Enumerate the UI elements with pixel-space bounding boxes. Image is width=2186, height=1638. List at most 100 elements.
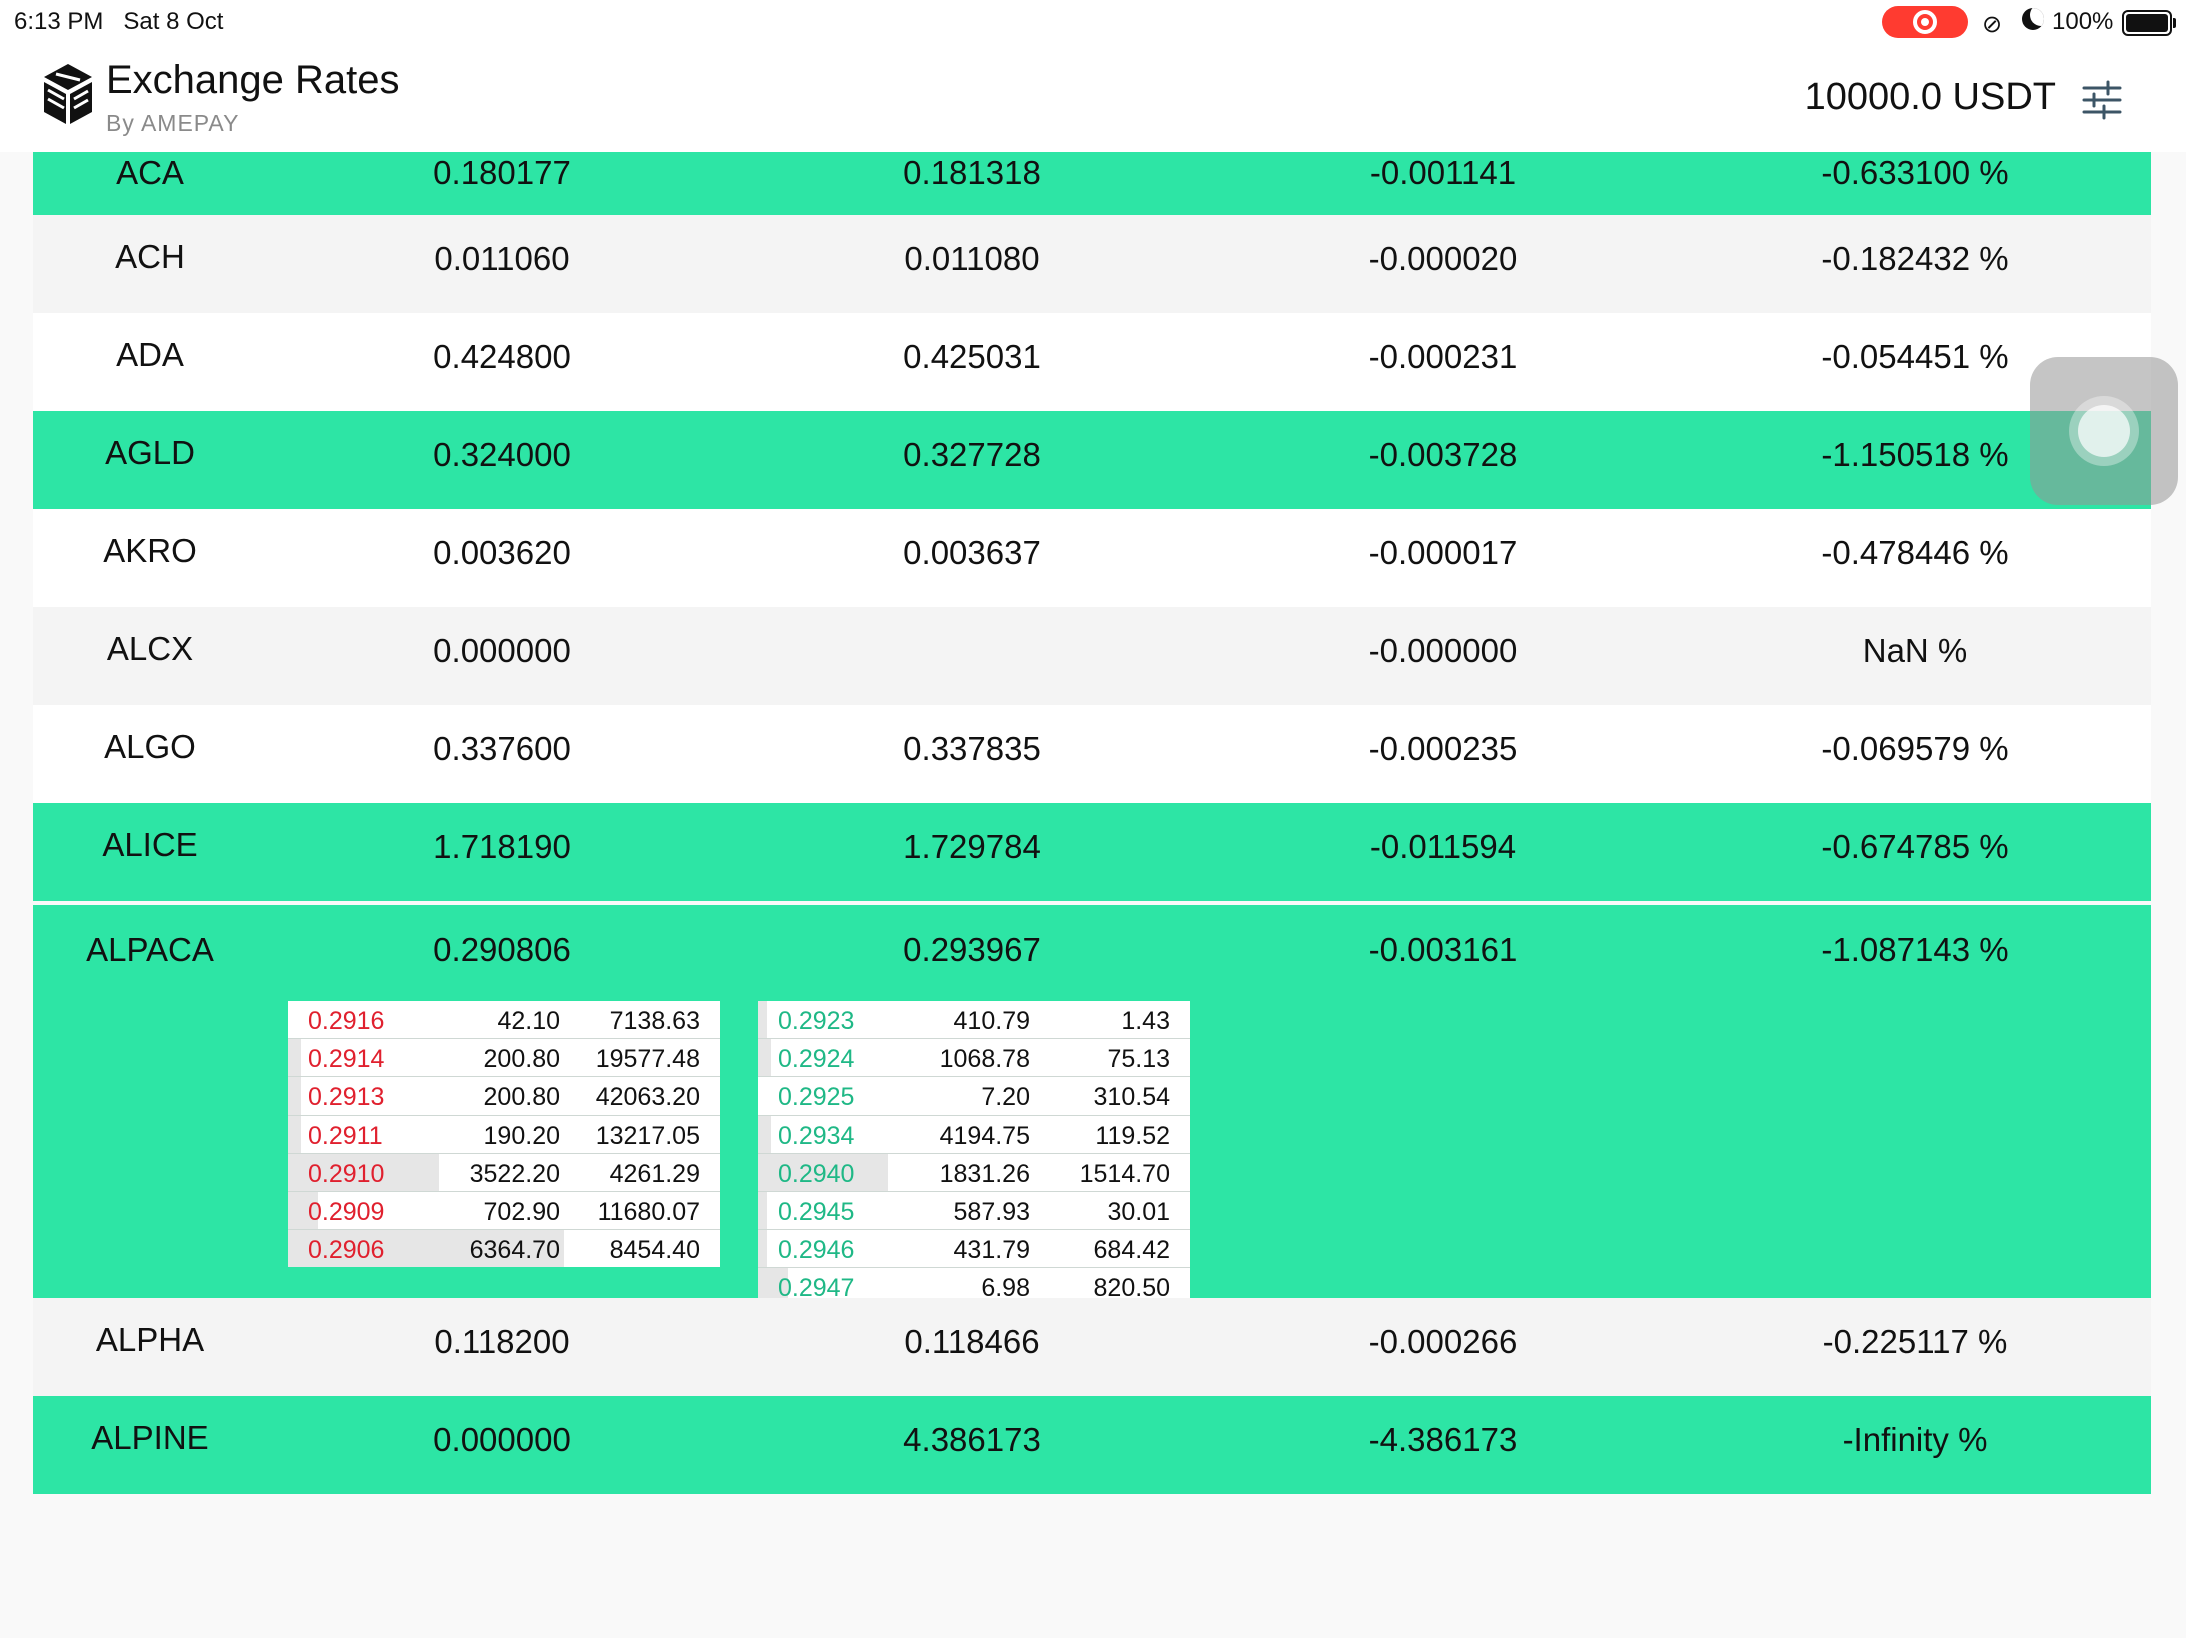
depth-bar	[758, 1230, 767, 1268]
diff-cell: -0.003161	[1368, 931, 1518, 968]
diff-cell: -4.386173	[1368, 1421, 1518, 1458]
depth-bar	[288, 1115, 301, 1153]
order-book-row: 0.2946 431.79 684.42	[758, 1230, 1190, 1269]
percent-cell: -1.087143 %	[1821, 931, 2009, 968]
cube-logo-icon	[44, 64, 92, 124]
order-total: 4261.29	[609, 1159, 700, 1188]
order-price: 0.2914	[308, 1045, 385, 1074]
value-cell: 0.327728	[903, 436, 1041, 473]
depth-bar	[288, 1191, 319, 1230]
table-row[interactable]: ALPHA 0.118200 0.118466 -0.000266 -0.225…	[33, 1298, 2151, 1396]
order-total: 75.13	[1107, 1045, 1170, 1074]
asks-order-book: 0.2923 410.79 1.43 0.2924 1068.78 75.13 0.2925…	[758, 1001, 1190, 1306]
depth-bar	[288, 1230, 565, 1268]
percent-cell: -0.674785 %	[1821, 828, 2009, 865]
table-row-expanded[interactable]: ALPACA 0.290806 0.293967 -0.003161 -1.08…	[33, 905, 2151, 1306]
sliders-icon[interactable]	[2082, 80, 2122, 120]
order-price: 0.2910	[308, 1159, 385, 1188]
depth-bar	[758, 1039, 771, 1077]
depth-bar	[288, 1039, 301, 1077]
balance-display[interactable]: 10000.0 USDT	[1804, 76, 2056, 118]
order-quantity: 410.79	[953, 1007, 1030, 1035]
depth-bar	[758, 1115, 771, 1153]
order-book-row: 0.2940 1831.26 1514.70	[758, 1153, 1190, 1192]
table-row[interactable]: AGLD 0.324000 0.327728 -0.003728 -1.1505…	[33, 411, 2151, 509]
order-quantity: 3522.20	[469, 1159, 560, 1188]
diff-cell: -0.001141	[1369, 154, 1517, 191]
order-quantity: 702.90	[483, 1197, 560, 1226]
battery-icon	[2122, 10, 2176, 36]
diff-cell: -0.000000	[1368, 632, 1518, 669]
percent-cell: -0.182432 %	[1821, 240, 2009, 277]
table-row[interactable]: ALGO 0.337600 0.337835 -0.000235 -0.0695…	[33, 705, 2151, 803]
value-cell: 0.180177	[433, 154, 571, 191]
order-total: 310.54	[1093, 1083, 1170, 1112]
value-cell: 1.718190	[433, 828, 571, 865]
order-book-row: 0.2906 6364.70 8454.40	[288, 1230, 720, 1268]
order-total: 820.50	[1093, 1274, 1170, 1303]
table-row[interactable]: ALCX 0.000000 -0.000000 NaN %	[33, 607, 2151, 705]
symbol-cell: AGLD	[105, 434, 195, 471]
table-row[interactable]: ALPINE 0.000000 4.386173 -4.386173 -Infi…	[33, 1396, 2151, 1494]
order-price: 0.2947	[778, 1274, 855, 1303]
table-row[interactable]: ADA 0.424800 0.425031 -0.000231 -0.05445…	[33, 313, 2151, 411]
value-cell: 0.324000	[433, 436, 571, 473]
symbol-cell: ADA	[116, 336, 184, 373]
symbol-cell: ACA	[116, 154, 184, 191]
order-quantity: 4194.75	[939, 1121, 1030, 1150]
symbol-cell: ALPACA	[86, 931, 214, 968]
value-cell: 0.337600	[433, 730, 571, 767]
table-row[interactable]: ACA 0.180177 0.181318 -0.001141 -0.63310…	[33, 152, 2151, 215]
order-total: 684.42	[1093, 1236, 1170, 1265]
order-price: 0.2946	[778, 1236, 855, 1265]
value-cell: 0.181318	[903, 154, 1041, 191]
table-row[interactable]: ACH 0.011060 0.011080 -0.000020 -0.18243…	[33, 215, 2151, 313]
percent-cell: -0.633100 %	[1821, 154, 2009, 191]
order-quantity: 1831.26	[939, 1159, 1030, 1188]
diff-cell: -0.000266	[1368, 1323, 1518, 1360]
order-book-row: 0.2923 410.79 1.43	[758, 1001, 1190, 1040]
value-cell: 0.000000	[433, 1421, 571, 1458]
value-cell: 0.003620	[433, 534, 571, 571]
order-price: 0.2911	[308, 1121, 383, 1150]
assistive-touch-icon[interactable]	[2030, 357, 2178, 505]
depth-bar	[288, 1077, 301, 1115]
value-cell: 1.729784	[903, 828, 1041, 865]
order-quantity: 1068.78	[939, 1045, 1030, 1074]
order-book-row: 0.2925 7.20 310.54	[758, 1077, 1190, 1116]
value-cell: 0.000000	[433, 632, 571, 669]
diff-cell: -0.000231	[1368, 338, 1518, 375]
order-total: 8454.40	[609, 1236, 700, 1265]
order-book-row: 0.2947 6.98 820.50	[758, 1268, 1190, 1306]
app-header: Exchange Rates By AMEPAY 10000.0 USDT	[0, 44, 2186, 152]
screen-record-icon[interactable]	[1882, 6, 1968, 38]
table-row[interactable]: ALICE 1.718190 1.729784 -0.011594 -0.674…	[33, 803, 2151, 901]
order-quantity: 7.20	[981, 1083, 1030, 1112]
order-book-row: 0.2916 42.10 7138.63	[288, 1001, 720, 1040]
order-total: 13217.05	[595, 1121, 700, 1150]
order-book-row: 0.2934 4194.75 119.52	[758, 1115, 1190, 1154]
order-book-row: 0.2910 3522.20 4261.29	[288, 1153, 720, 1192]
diff-cell: -0.011594	[1369, 828, 1517, 865]
order-quantity: 431.79	[953, 1236, 1030, 1265]
diff-cell: -0.000017	[1368, 534, 1518, 571]
order-total: 1.43	[1121, 1007, 1170, 1035]
percent-cell: -0.478446 %	[1821, 534, 2009, 571]
order-book-row: 0.2911 190.20 13217.05	[288, 1115, 720, 1154]
percent-cell: -0.069579 %	[1821, 730, 2009, 767]
page-subtitle: By AMEPAY	[106, 110, 240, 136]
order-price: 0.2940	[778, 1159, 855, 1188]
link-icon: ⊘	[1982, 11, 2003, 38]
order-book-row: 0.2945 587.93 30.01	[758, 1191, 1190, 1231]
value-cell: 0.425031	[903, 338, 1041, 375]
order-price: 0.2909	[308, 1197, 385, 1226]
value-cell: 0.118466	[904, 1323, 1040, 1360]
order-quantity: 200.80	[483, 1045, 560, 1074]
depth-bar	[758, 1153, 888, 1191]
symbol-cell: ACH	[115, 238, 185, 275]
order-total: 1514.70	[1079, 1159, 1170, 1188]
order-price: 0.2913	[308, 1083, 385, 1112]
order-quantity: 200.80	[483, 1083, 560, 1112]
order-price: 0.2934	[778, 1121, 855, 1150]
table-row[interactable]: AKRO 0.003620 0.003637 -0.000017 -0.4784…	[33, 509, 2151, 607]
